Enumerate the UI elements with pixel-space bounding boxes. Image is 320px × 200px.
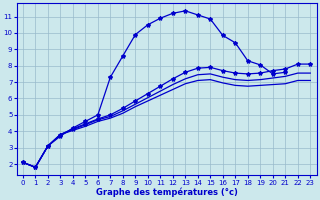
X-axis label: Graphe des températures (°c): Graphe des températures (°c) [96,187,237,197]
